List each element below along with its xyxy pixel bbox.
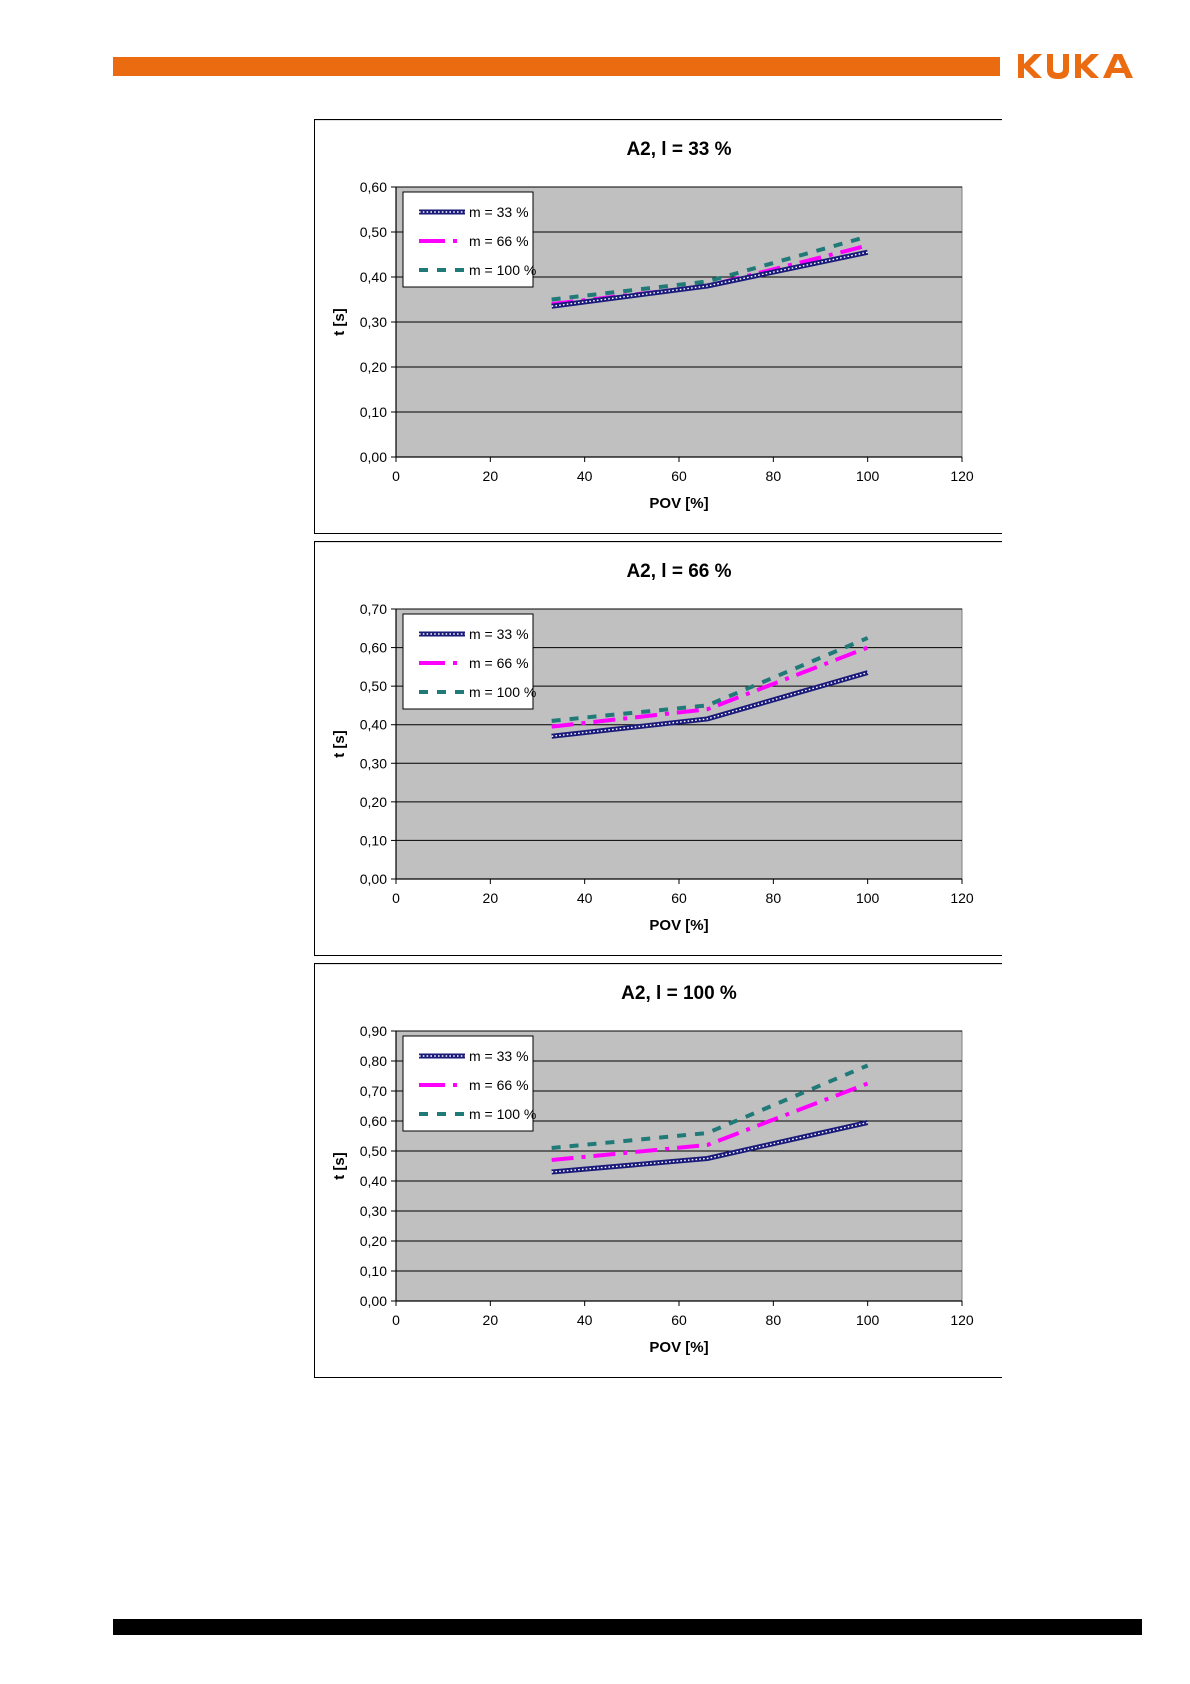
y-tick-label: 0,60: [360, 1113, 387, 1129]
line-chart: 0,00 0,10 0,20 0,30 0,40 0,50 0,60 0,70 0,80 0,90…: [314, 963, 1002, 1378]
series-line: [551, 1081, 869, 1162]
y-tick-label: 0,90: [360, 1023, 387, 1039]
x-axis-label: POV [%]: [649, 495, 708, 512]
y-tick-label: 0,60: [360, 179, 387, 195]
line-chart: 0,00 0,10 0,20 0,30 0,40 0,50 0,60 0 20 40 60 80 100…: [314, 119, 1002, 534]
y-tick-label: 0,60: [360, 640, 387, 656]
y-tick-label: 0,50: [360, 1143, 387, 1159]
x-tick-label: 0: [392, 890, 400, 906]
y-tick-label: 0,20: [360, 359, 387, 375]
y-tick-label: 0,10: [360, 832, 387, 848]
x-tick-label: 120: [950, 890, 974, 906]
x-tick-label: 120: [950, 1312, 974, 1328]
y-tick-label: 0,30: [360, 1203, 387, 1219]
x-axis-label: POV [%]: [649, 917, 708, 934]
footer-bar: [113, 1619, 1142, 1635]
x-tick-label: 80: [766, 890, 782, 906]
y-tick-label: 0,40: [360, 717, 387, 733]
x-tick-label: 80: [766, 1312, 782, 1328]
legend-label: m = 66 %: [469, 1077, 529, 1093]
y-tick-label: 0,40: [360, 269, 387, 285]
kuka-logo-mark: [1018, 54, 1133, 79]
x-tick-label: 80: [766, 468, 782, 484]
y-tick-label: 0,20: [360, 794, 387, 810]
series-line: [551, 1121, 868, 1173]
legend-label: m = 33 %: [469, 1048, 529, 1064]
y-tick-label: 0,50: [360, 678, 387, 694]
y-tick-label: 0,00: [360, 1293, 387, 1309]
y-axis-label: t [s]: [331, 308, 348, 336]
header-accent-bar: [113, 57, 1000, 76]
y-tick-label: 0,50: [360, 224, 387, 240]
x-tick-label: 40: [577, 468, 593, 484]
legend-label: m = 100 %: [469, 684, 536, 700]
y-tick-label: 0,00: [360, 871, 387, 887]
chart-panel-2: 0,00 0,10 0,20 0,30 0,40 0,50 0,60 0,70 0 20 40 60 8…: [314, 541, 1002, 956]
legend-label: m = 66 %: [469, 233, 529, 249]
y-tick-label: 0,40: [360, 1173, 387, 1189]
x-tick-label: 100: [856, 1312, 880, 1328]
x-tick-label: 60: [671, 468, 687, 484]
series-line: [551, 671, 868, 737]
y-tick-label: 0,10: [360, 404, 387, 420]
x-tick-label: 20: [483, 890, 499, 906]
y-axis-label: t [s]: [331, 1152, 348, 1180]
y-tick-label: 0,30: [360, 314, 387, 330]
x-tick-label: 20: [483, 468, 499, 484]
series-line: [551, 636, 869, 723]
y-tick-label: 0,30: [360, 755, 387, 771]
kuka-logo: [1018, 52, 1142, 80]
series-line: [551, 251, 868, 307]
x-axis-label: POV [%]: [649, 1339, 708, 1356]
chart-title: A2, l = 66 %: [626, 561, 731, 582]
y-tick-label: 0,10: [360, 1263, 387, 1279]
legend-label: m = 33 %: [469, 204, 529, 220]
series-line: [551, 1063, 869, 1150]
x-tick-label: 60: [671, 890, 687, 906]
x-tick-label: 40: [577, 1312, 593, 1328]
y-axis-label: t [s]: [331, 730, 348, 758]
chart-panel-1: 0,00 0,10 0,20 0,30 0,40 0,50 0,60 0 20 40 60 80 100…: [314, 119, 1002, 534]
legend-label: m = 100 %: [469, 262, 536, 278]
y-tick-label: 0,00: [360, 449, 387, 465]
chart-panel-3: 0,00 0,10 0,20 0,30 0,40 0,50 0,60 0,70 0,80 0,90…: [314, 963, 1002, 1378]
x-tick-label: 20: [483, 1312, 499, 1328]
chart-title: A2, l = 100 %: [621, 983, 737, 1004]
x-tick-label: 100: [856, 468, 880, 484]
line-chart: 0,00 0,10 0,20 0,30 0,40 0,50 0,60 0,70 0 20 40 60 8…: [314, 541, 1002, 956]
x-tick-label: 100: [856, 890, 880, 906]
x-tick-label: 60: [671, 1312, 687, 1328]
x-tick-label: 0: [392, 1312, 400, 1328]
series-line: [551, 645, 869, 729]
legend-label: m = 33 %: [469, 626, 529, 642]
legend-label: m = 100 %: [469, 1106, 536, 1122]
y-tick-label: 0,20: [360, 1233, 387, 1249]
y-tick-label: 0,80: [360, 1053, 387, 1069]
legend-label: m = 66 %: [469, 655, 529, 671]
y-tick-label: 0,70: [360, 601, 387, 617]
y-tick-label: 0,70: [360, 1083, 387, 1099]
x-tick-label: 0: [392, 468, 400, 484]
chart-title: A2, l = 33 %: [626, 139, 731, 160]
x-tick-label: 40: [577, 890, 593, 906]
x-tick-label: 120: [950, 468, 974, 484]
